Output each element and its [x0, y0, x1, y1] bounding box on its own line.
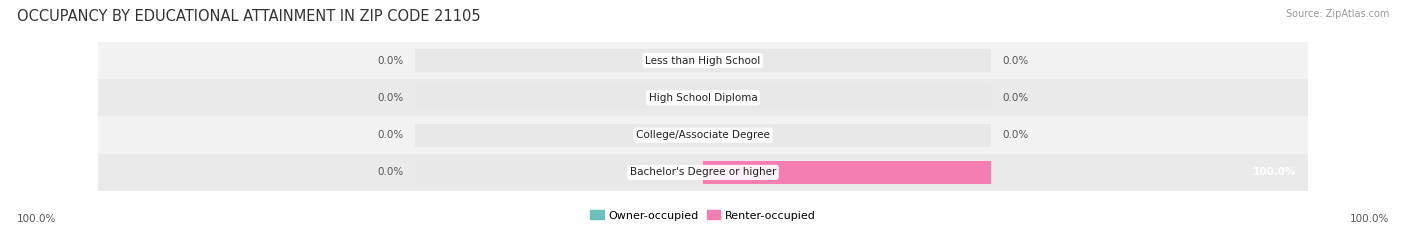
Bar — [703, 161, 991, 184]
Text: 100.0%: 100.0% — [1350, 214, 1389, 224]
Bar — [703, 49, 991, 72]
Text: 0.0%: 0.0% — [1002, 93, 1029, 103]
Bar — [98, 116, 1308, 154]
Text: 100.0%: 100.0% — [1253, 168, 1296, 177]
Bar — [415, 161, 703, 184]
Bar — [703, 161, 991, 184]
Text: 0.0%: 0.0% — [377, 168, 404, 177]
Text: 0.0%: 0.0% — [377, 130, 404, 140]
Bar — [703, 123, 991, 147]
Text: 0.0%: 0.0% — [377, 56, 404, 65]
Legend: Owner-occupied, Renter-occupied: Owner-occupied, Renter-occupied — [586, 206, 820, 225]
Text: 0.0%: 0.0% — [1002, 56, 1029, 65]
Bar — [98, 79, 1308, 116]
Text: Less than High School: Less than High School — [645, 56, 761, 65]
Bar — [415, 86, 703, 110]
Bar — [415, 123, 703, 147]
Text: Bachelor's Degree or higher: Bachelor's Degree or higher — [630, 168, 776, 177]
Bar — [98, 154, 1308, 191]
Text: 0.0%: 0.0% — [377, 93, 404, 103]
Text: College/Associate Degree: College/Associate Degree — [636, 130, 770, 140]
Text: 100.0%: 100.0% — [17, 214, 56, 224]
Bar — [415, 49, 703, 72]
Text: 0.0%: 0.0% — [1002, 130, 1029, 140]
Bar — [98, 42, 1308, 79]
Bar — [703, 86, 991, 110]
Text: OCCUPANCY BY EDUCATIONAL ATTAINMENT IN ZIP CODE 21105: OCCUPANCY BY EDUCATIONAL ATTAINMENT IN Z… — [17, 9, 481, 24]
Text: High School Diploma: High School Diploma — [648, 93, 758, 103]
Text: Source: ZipAtlas.com: Source: ZipAtlas.com — [1285, 9, 1389, 19]
